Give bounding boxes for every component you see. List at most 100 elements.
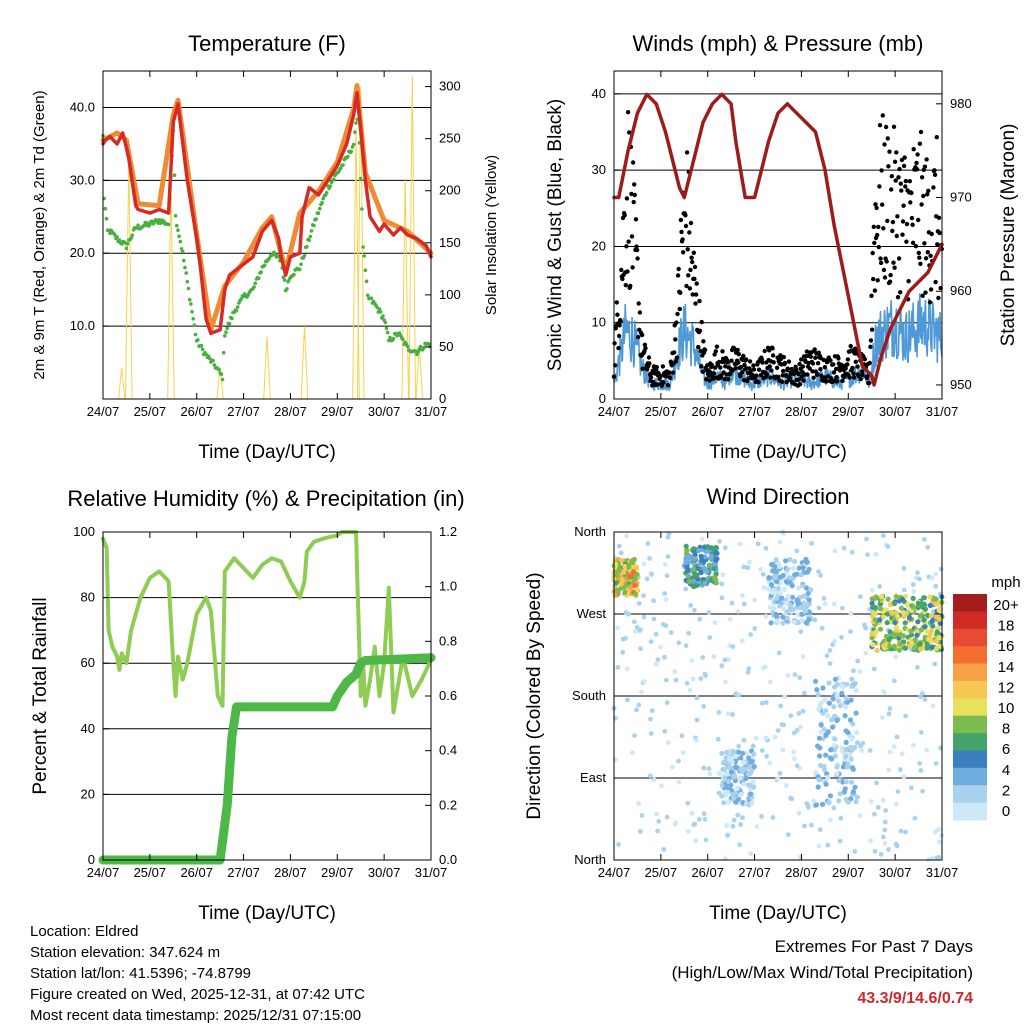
dewpoint-point bbox=[351, 142, 356, 147]
dewpoint-point bbox=[173, 214, 178, 218]
dewpoint-point bbox=[316, 211, 321, 215]
direction-point bbox=[832, 736, 838, 742]
gust-point bbox=[882, 142, 887, 147]
dewpoint-point bbox=[324, 191, 329, 195]
gust-point bbox=[870, 250, 875, 256]
direction-ytick-label: East bbox=[580, 770, 606, 785]
gust-point bbox=[693, 301, 698, 306]
direction-point bbox=[936, 827, 941, 832]
direction-ylabel: Direction (Colored By Speed) bbox=[524, 572, 545, 819]
gust-point bbox=[670, 370, 676, 375]
direction-point bbox=[832, 548, 838, 554]
gust-point bbox=[878, 256, 883, 261]
colorbar-label: 4 bbox=[1002, 762, 1010, 779]
gust-point bbox=[903, 184, 908, 189]
direction-point bbox=[676, 640, 682, 646]
direction-point bbox=[747, 559, 752, 565]
direction-point bbox=[818, 700, 824, 706]
direction-point bbox=[863, 650, 869, 656]
direction-point bbox=[632, 582, 638, 589]
gust-point bbox=[913, 244, 919, 249]
direction-point bbox=[792, 756, 797, 762]
direction-point bbox=[633, 629, 638, 634]
dewpoint-point bbox=[200, 347, 205, 352]
gust-point bbox=[855, 364, 860, 369]
direction-point bbox=[775, 585, 781, 592]
colorbar-swatch bbox=[953, 611, 987, 630]
direction-point bbox=[615, 664, 621, 670]
dewpoint-point bbox=[193, 332, 198, 337]
direction-point bbox=[824, 653, 830, 659]
solar-insolation-peak bbox=[125, 159, 133, 400]
direction-point bbox=[746, 755, 752, 761]
direction-point bbox=[816, 706, 822, 712]
direction-point bbox=[799, 611, 805, 617]
direction-point bbox=[834, 717, 840, 724]
gust-point bbox=[725, 360, 730, 365]
direction-point bbox=[777, 770, 783, 776]
direction-point bbox=[651, 598, 656, 604]
direction-point bbox=[905, 601, 911, 608]
direction-point bbox=[673, 820, 679, 826]
direction-point bbox=[792, 558, 798, 565]
direction-point bbox=[921, 595, 927, 601]
dewpoint-point bbox=[176, 228, 180, 232]
direction-point bbox=[739, 750, 746, 756]
direction-point bbox=[618, 550, 624, 556]
dewpoint-point bbox=[130, 233, 135, 238]
gust-point bbox=[768, 375, 773, 380]
colorbar-swatch bbox=[953, 680, 987, 699]
direction-point bbox=[630, 750, 635, 756]
direction-point bbox=[874, 780, 879, 786]
gust-point bbox=[762, 348, 767, 354]
direction-point bbox=[740, 815, 745, 821]
gust-point bbox=[918, 129, 924, 135]
gust-point bbox=[807, 366, 812, 371]
direction-point bbox=[839, 690, 845, 697]
direction-point bbox=[851, 668, 856, 674]
direction-point bbox=[648, 731, 654, 736]
direction-point bbox=[649, 572, 654, 577]
solar-insolation-peak bbox=[408, 76, 416, 400]
gust-point bbox=[810, 369, 815, 374]
direction-point bbox=[616, 842, 621, 847]
direction-point bbox=[719, 581, 725, 587]
direction-point bbox=[641, 561, 647, 567]
gust-point bbox=[850, 365, 855, 371]
colorbar-swatch bbox=[953, 628, 987, 647]
direction-point bbox=[918, 627, 925, 633]
gust-point bbox=[709, 362, 714, 368]
direction-point bbox=[790, 565, 796, 571]
direction-point bbox=[830, 642, 836, 648]
temperature-xtick-label: 27/07 bbox=[227, 404, 260, 419]
direction-point bbox=[785, 832, 791, 838]
dewpoint-point bbox=[302, 253, 307, 258]
gust-point bbox=[919, 202, 924, 207]
gust-point bbox=[658, 373, 663, 379]
dewpoint-point bbox=[346, 154, 350, 159]
direction-point bbox=[783, 600, 790, 606]
direction-point bbox=[745, 669, 751, 675]
gust-point bbox=[881, 267, 887, 273]
dewpoint-point bbox=[103, 206, 108, 211]
direction-point bbox=[745, 771, 751, 777]
direction-point bbox=[706, 610, 712, 615]
gust-point bbox=[806, 360, 811, 366]
dewpoint-point bbox=[312, 223, 316, 228]
direction-point bbox=[732, 778, 738, 784]
direction-point bbox=[798, 724, 803, 730]
direction-point bbox=[832, 638, 838, 644]
direction-point bbox=[816, 605, 822, 611]
dewpoint-point bbox=[259, 270, 263, 275]
direction-point bbox=[780, 614, 786, 620]
direction-point bbox=[624, 666, 630, 672]
humidity-xtick-label: 29/07 bbox=[321, 865, 354, 880]
gust-point bbox=[684, 150, 690, 155]
direction-point bbox=[766, 575, 772, 581]
direction-point bbox=[841, 545, 847, 551]
direction-point bbox=[858, 594, 863, 600]
direction-point bbox=[843, 779, 850, 785]
gust-point bbox=[804, 349, 810, 354]
direction-point bbox=[794, 728, 800, 733]
direction-point bbox=[701, 765, 707, 771]
